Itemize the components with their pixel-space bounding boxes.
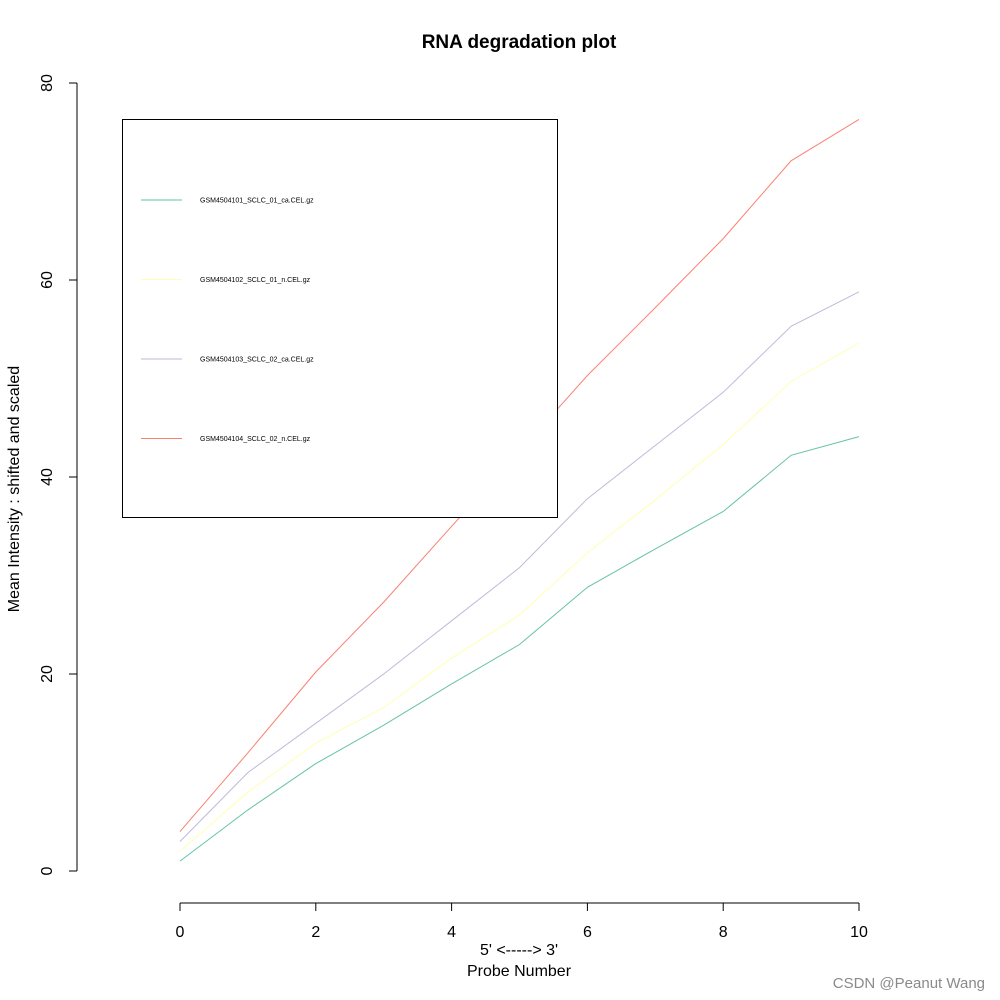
legend-label-3: GSM4504103_SCLC_02_ca.CEL.gz — [200, 357, 314, 364]
legend-label-1: GSM4504101_SCLC_01_ca.CEL.gz — [200, 198, 314, 205]
x-axis: 0 2 4 6 8 10 — [176, 902, 868, 941]
y-tick-label: 40 — [39, 468, 56, 486]
x-axis-label-direction: 5' <-----> 3' — [480, 942, 558, 959]
chart-title: RNA degradation plot — [422, 32, 617, 53]
legend: GSM4504101_SCLC_01_ca.CEL.gz GSM4504102_S… — [122, 119, 558, 518]
x-tick-label: 4 — [447, 924, 456, 941]
legend-box — [122, 119, 558, 518]
legend-label-4: GSM4504104_SCLC_02_n.CEL.gz — [200, 436, 311, 443]
y-tick-label: 0 — [39, 866, 56, 875]
watermark: CSDN @Peanut Wang — [833, 975, 985, 992]
series-line-3 — [179, 291, 860, 842]
y-axis-label: Mean Intensity : shifted and scaled — [6, 366, 23, 612]
x-tick-label: 0 — [176, 924, 185, 941]
y-tick-label: 80 — [39, 74, 56, 92]
series-line-2 — [179, 342, 860, 852]
x-axis-label: Probe Number — [467, 963, 572, 980]
x-tick-label: 2 — [311, 924, 320, 941]
x-tick-label: 10 — [850, 924, 868, 941]
x-tick-label: 8 — [719, 924, 728, 941]
series-line-1 — [179, 436, 860, 862]
legend-label-2: GSM4504102_SCLC_01_n.CEL.gz — [200, 277, 311, 284]
y-axis: 0 20 40 60 80 — [39, 74, 78, 875]
y-tick-label: 60 — [39, 271, 56, 289]
x-tick-label: 6 — [583, 924, 592, 941]
y-tick-label: 20 — [39, 665, 56, 683]
